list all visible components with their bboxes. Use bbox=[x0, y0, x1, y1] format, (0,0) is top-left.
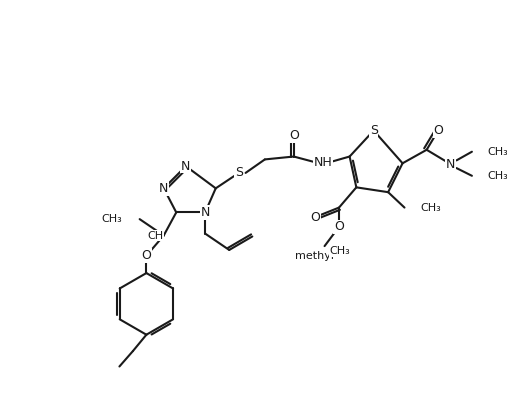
Text: CH: CH bbox=[148, 231, 164, 241]
Text: O: O bbox=[141, 249, 151, 262]
Text: methyl: methyl bbox=[296, 251, 335, 261]
Text: S: S bbox=[370, 124, 378, 137]
Text: CH₃: CH₃ bbox=[330, 246, 350, 256]
Text: S: S bbox=[235, 166, 243, 179]
Text: CH₃: CH₃ bbox=[487, 147, 507, 157]
Text: O: O bbox=[310, 211, 320, 224]
Text: CH₃: CH₃ bbox=[487, 171, 507, 181]
Text: CH₃: CH₃ bbox=[420, 202, 441, 213]
Text: CH₃: CH₃ bbox=[101, 214, 122, 224]
Text: O: O bbox=[334, 220, 344, 233]
Text: NH: NH bbox=[313, 156, 332, 169]
Text: O: O bbox=[289, 129, 299, 142]
Text: N: N bbox=[181, 160, 191, 173]
Text: N: N bbox=[200, 206, 210, 219]
Text: N: N bbox=[159, 182, 168, 195]
Text: O: O bbox=[433, 124, 443, 137]
Text: N: N bbox=[446, 158, 455, 171]
